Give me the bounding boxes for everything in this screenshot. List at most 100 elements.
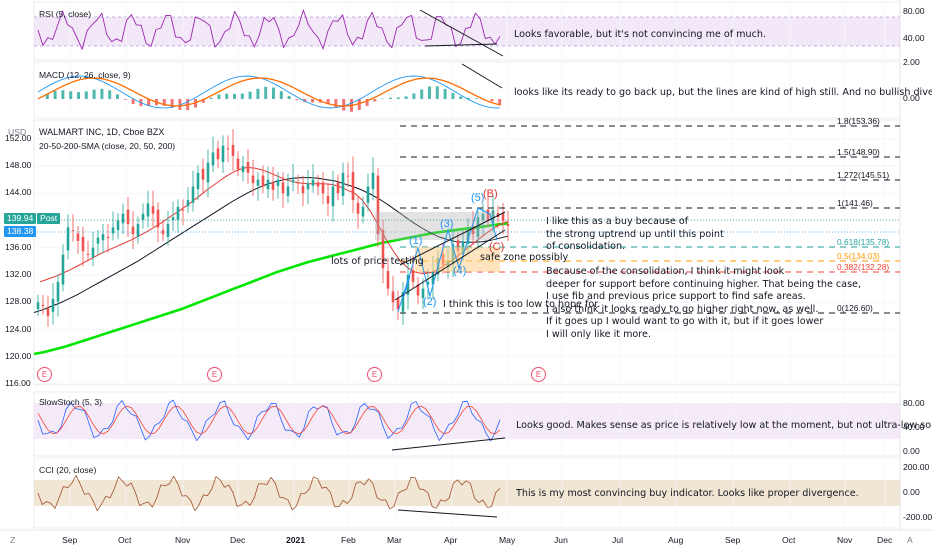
macd-histogram-bar (147, 99, 151, 106)
candle-body (416, 284, 420, 296)
earnings-icon[interactable]: E (531, 367, 546, 382)
time-tick-label: Aug (668, 535, 684, 545)
buy-reason-annotation[interactable]: I like this as a buy because of the stro… (546, 216, 724, 253)
channel-lower (394, 229, 506, 301)
indicator-tick-label: 40.00 (903, 422, 925, 432)
candle-body (76, 233, 80, 241)
fib-level-label: 1.5(148.90) (837, 147, 880, 157)
macd-histogram-bar (240, 93, 244, 99)
sma-legend[interactable]: 20-50-200-SMA (close, 20, 50, 200) (39, 141, 176, 151)
candlesticks[interactable] (36, 129, 510, 327)
candle-body (161, 230, 165, 235)
candle-body (246, 161, 250, 173)
candle-body (301, 185, 305, 194)
candle-body (196, 172, 200, 190)
candle-body (56, 281, 60, 302)
price-testing-annotation[interactable]: lots of price testing (331, 256, 424, 267)
time-tick-label: Oct (118, 535, 132, 545)
macd-histogram-bar (61, 90, 65, 99)
candle-body (106, 236, 110, 238)
macd-histogram-bar (357, 99, 361, 110)
macd-pane-title[interactable]: MACD (12, 26, close, 9) (39, 70, 131, 80)
rsi-band (34, 17, 900, 46)
stoch-d-line (37, 405, 501, 435)
candle-body (476, 217, 480, 237)
macd-histogram-bar (123, 99, 127, 100)
macd-trendline (461, 63, 503, 89)
indicator-tick-label: 0.00 (903, 446, 920, 456)
earnings-icon[interactable]: E (367, 367, 382, 382)
candle-body (396, 298, 400, 310)
cci-pane-title[interactable]: CCI (20, close) (39, 465, 97, 475)
cci-annotation[interactable]: This is my most convincing buy indicator… (516, 488, 859, 499)
candle-body (506, 223, 510, 226)
candle-body (151, 206, 155, 214)
price-tick-label: 136.00 (5, 241, 32, 252)
candle-body (266, 179, 270, 190)
earnings-icon[interactable]: E (37, 367, 52, 382)
main-chart-title[interactable]: WALMART INC, 1D, Cboe BZX (39, 127, 165, 137)
time-tick-label: Apr (444, 535, 458, 545)
candle-body (211, 152, 215, 166)
candle-body (466, 230, 470, 244)
cci-line (37, 475, 501, 512)
corner-left-label: Z (10, 535, 16, 545)
macd-histogram-bar (256, 88, 260, 99)
macd-histogram-bar (131, 99, 135, 105)
pane-backgrounds (0, 0, 932, 531)
candle-body (371, 172, 375, 190)
drawings[interactable] (375, 9, 900, 518)
candle-body (146, 203, 150, 217)
candle-body (71, 230, 75, 232)
candle-body (316, 182, 320, 187)
stoch-annotation[interactable]: Looks good. Makes sense as price is rela… (516, 420, 932, 431)
macd-histogram-bar (389, 97, 392, 99)
time-tick-label: 2021 (286, 535, 306, 545)
too-low-annotation[interactable]: I think this is too low to hope for. (443, 299, 601, 310)
indicator-tick-label: 0.00 (903, 93, 920, 103)
macd-histogram-bar (92, 89, 96, 99)
rsi-pane-title[interactable]: RSI (5, close) (39, 9, 92, 19)
safe-zone-annotation[interactable]: safe zone possibly (480, 252, 569, 263)
candle-body (126, 209, 130, 224)
fib-level-label: 0(126.60) (837, 303, 873, 313)
candle-body (326, 196, 330, 204)
candle-body (231, 144, 235, 156)
time-tick-label: Mar (387, 535, 402, 545)
fib-level-label: 0.5(134.03) (837, 251, 880, 261)
candle-body (236, 158, 240, 170)
macd-histogram-bar (77, 92, 80, 99)
candle-body (336, 182, 340, 194)
candle-body (426, 281, 430, 285)
consolidation-annotation[interactable]: Because of the consolidation, I think it… (546, 266, 862, 340)
macd-histogram-bar (201, 99, 205, 103)
macd-histogram-bar (162, 99, 166, 106)
macd-histogram-bar (170, 99, 174, 108)
candle-body (116, 220, 120, 231)
candle-body (386, 270, 390, 289)
rsi-annotation[interactable]: Looks favorable, but it's not convincing… (514, 29, 766, 40)
earnings-icon[interactable]: E (207, 367, 222, 382)
macd-histogram-bar (467, 98, 470, 99)
candle-body (456, 240, 460, 252)
candle-body (381, 230, 385, 269)
fib-level-label: 0.618(135.78) (837, 237, 890, 247)
macd-histogram-bar (209, 97, 213, 99)
wave-label-b: (B) (483, 188, 498, 200)
macd-signal-line (37, 77, 501, 107)
stoch-pane-title[interactable]: SlowStoch (5, 3) (39, 397, 103, 407)
macd-histogram-bar (217, 94, 221, 99)
macd-histogram-bar (248, 91, 252, 99)
sma-20-line (39, 166, 509, 283)
fib-level-label: 1.272(145.51) (837, 170, 890, 180)
macd-annotation[interactable]: looks like its ready to go back up, but … (514, 87, 932, 98)
candle-body (366, 186, 370, 203)
price-tick-label: 152.00 (5, 132, 32, 143)
fib-level-label: 1.8(153.36) (837, 116, 880, 126)
macd-histogram-bar (428, 86, 431, 99)
candle-body (351, 172, 355, 201)
macd-histogram-bar (178, 99, 182, 110)
candle-body (171, 217, 175, 220)
wave-label-c: (C) (489, 241, 505, 253)
